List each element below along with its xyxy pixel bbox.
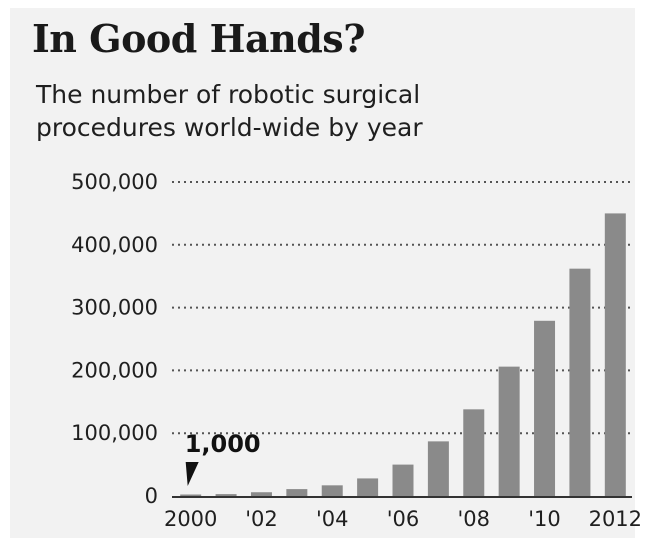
- bar-2001: [215, 494, 237, 496]
- y-tick-label: 0: [145, 484, 158, 508]
- bar-2008: [463, 409, 485, 496]
- bar-2006: [392, 464, 414, 496]
- chart-subtitle-line-2: procedures world-wide by year: [36, 113, 423, 142]
- y-tick-label: 200,000: [71, 358, 158, 382]
- x-tick-label: 2012: [589, 507, 642, 531]
- bars: [180, 213, 626, 496]
- bar-2010: [534, 320, 556, 496]
- bar-2005: [357, 478, 379, 496]
- x-tick-label: '04: [316, 507, 349, 531]
- bar-2009: [498, 366, 520, 496]
- bar-2012: [604, 213, 626, 496]
- bar-2003: [286, 489, 308, 496]
- y-tick-label: 500,000: [71, 170, 158, 194]
- y-tick-label: 400,000: [71, 233, 158, 257]
- bar-2002: [250, 492, 272, 496]
- annotation-label: 1,000: [185, 430, 261, 458]
- chart-subtitle: The number of robotic surgical procedure…: [36, 78, 423, 144]
- annotation-pointer: [185, 462, 199, 486]
- y-tick-label: 300,000: [71, 296, 158, 320]
- x-tick-label: '06: [387, 507, 420, 531]
- chart-subtitle-line-1: The number of robotic surgical: [36, 80, 421, 109]
- bar-2007: [427, 441, 449, 496]
- chart-title: In Good Hands?: [32, 16, 365, 61]
- x-axis-labels: 2000 '02 '04 '06 '08 '10 2012: [164, 507, 642, 531]
- annotation: 1,000: [185, 430, 261, 486]
- x-tick-label: '02: [245, 507, 278, 531]
- x-tick-label: '10: [528, 507, 561, 531]
- x-tick-label: 2000: [164, 507, 217, 531]
- chart-frame: [10, 8, 635, 538]
- y-tick-label: 100,000: [71, 421, 158, 445]
- y-axis-labels: 0 100,000 200,000 300,000 400,000 500,000: [71, 170, 158, 508]
- gridlines: [172, 181, 632, 435]
- x-tick-label: '08: [458, 507, 491, 531]
- bar-2000: [180, 494, 202, 496]
- bar-2004: [321, 485, 343, 496]
- bar-2011: [569, 268, 591, 496]
